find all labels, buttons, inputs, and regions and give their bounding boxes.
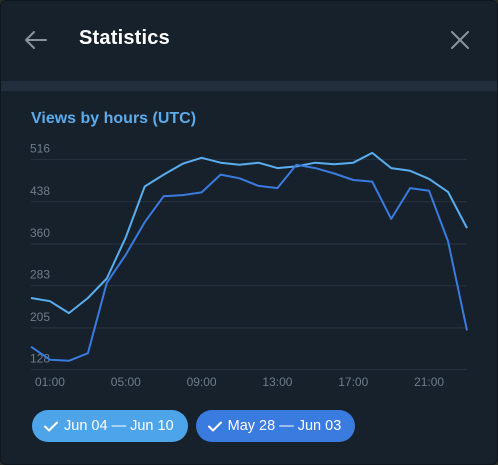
chart-title: Views by hours (UTC) (31, 110, 197, 127)
views-by-hours-chart: 128 205 283 360 438 516 01:00 05:00 09:00 13:00 17… (30, 142, 468, 389)
y-tick-label: 438 (30, 184, 50, 198)
header: Statistics (1, 1, 497, 77)
page-title: Statistics (79, 27, 170, 49)
x-tick-label: 05:00 (111, 375, 141, 389)
legend-chip-label: May 28 — Jun 03 (227, 418, 342, 434)
x-tick-label: 09:00 (187, 375, 217, 389)
legend-chip-label: Jun 04 — Jun 10 (64, 418, 174, 434)
chart-legend: Jun 04 — Jun 10 May 28 — Jun 03 (32, 410, 356, 442)
y-tick-label: 283 (30, 268, 50, 282)
x-tick-label: 17:00 (338, 375, 368, 389)
x-tick-label: 13:00 (262, 375, 292, 389)
arrow-left-icon (25, 31, 47, 49)
y-tick-label: 128 (30, 352, 50, 366)
y-tick-label: 516 (30, 142, 50, 156)
legend-chip-current-week[interactable]: Jun 04 — Jun 10 (32, 410, 188, 442)
y-tick-label: 360 (30, 226, 50, 240)
close-button[interactable] (443, 23, 477, 57)
x-tick-label: 01:00 (35, 375, 65, 389)
checkmark-icon (44, 421, 58, 431)
y-tick-label: 205 (30, 310, 50, 324)
legend-chip-previous-week[interactable]: May 28 — Jun 03 (195, 410, 356, 442)
x-tick-label: 21:00 (414, 375, 444, 389)
checkmark-icon (207, 421, 222, 431)
section-divider (1, 81, 497, 91)
close-icon (451, 31, 469, 49)
series-line-2 (30, 163, 468, 362)
back-button[interactable] (19, 23, 53, 57)
series-line-1 (30, 151, 468, 315)
